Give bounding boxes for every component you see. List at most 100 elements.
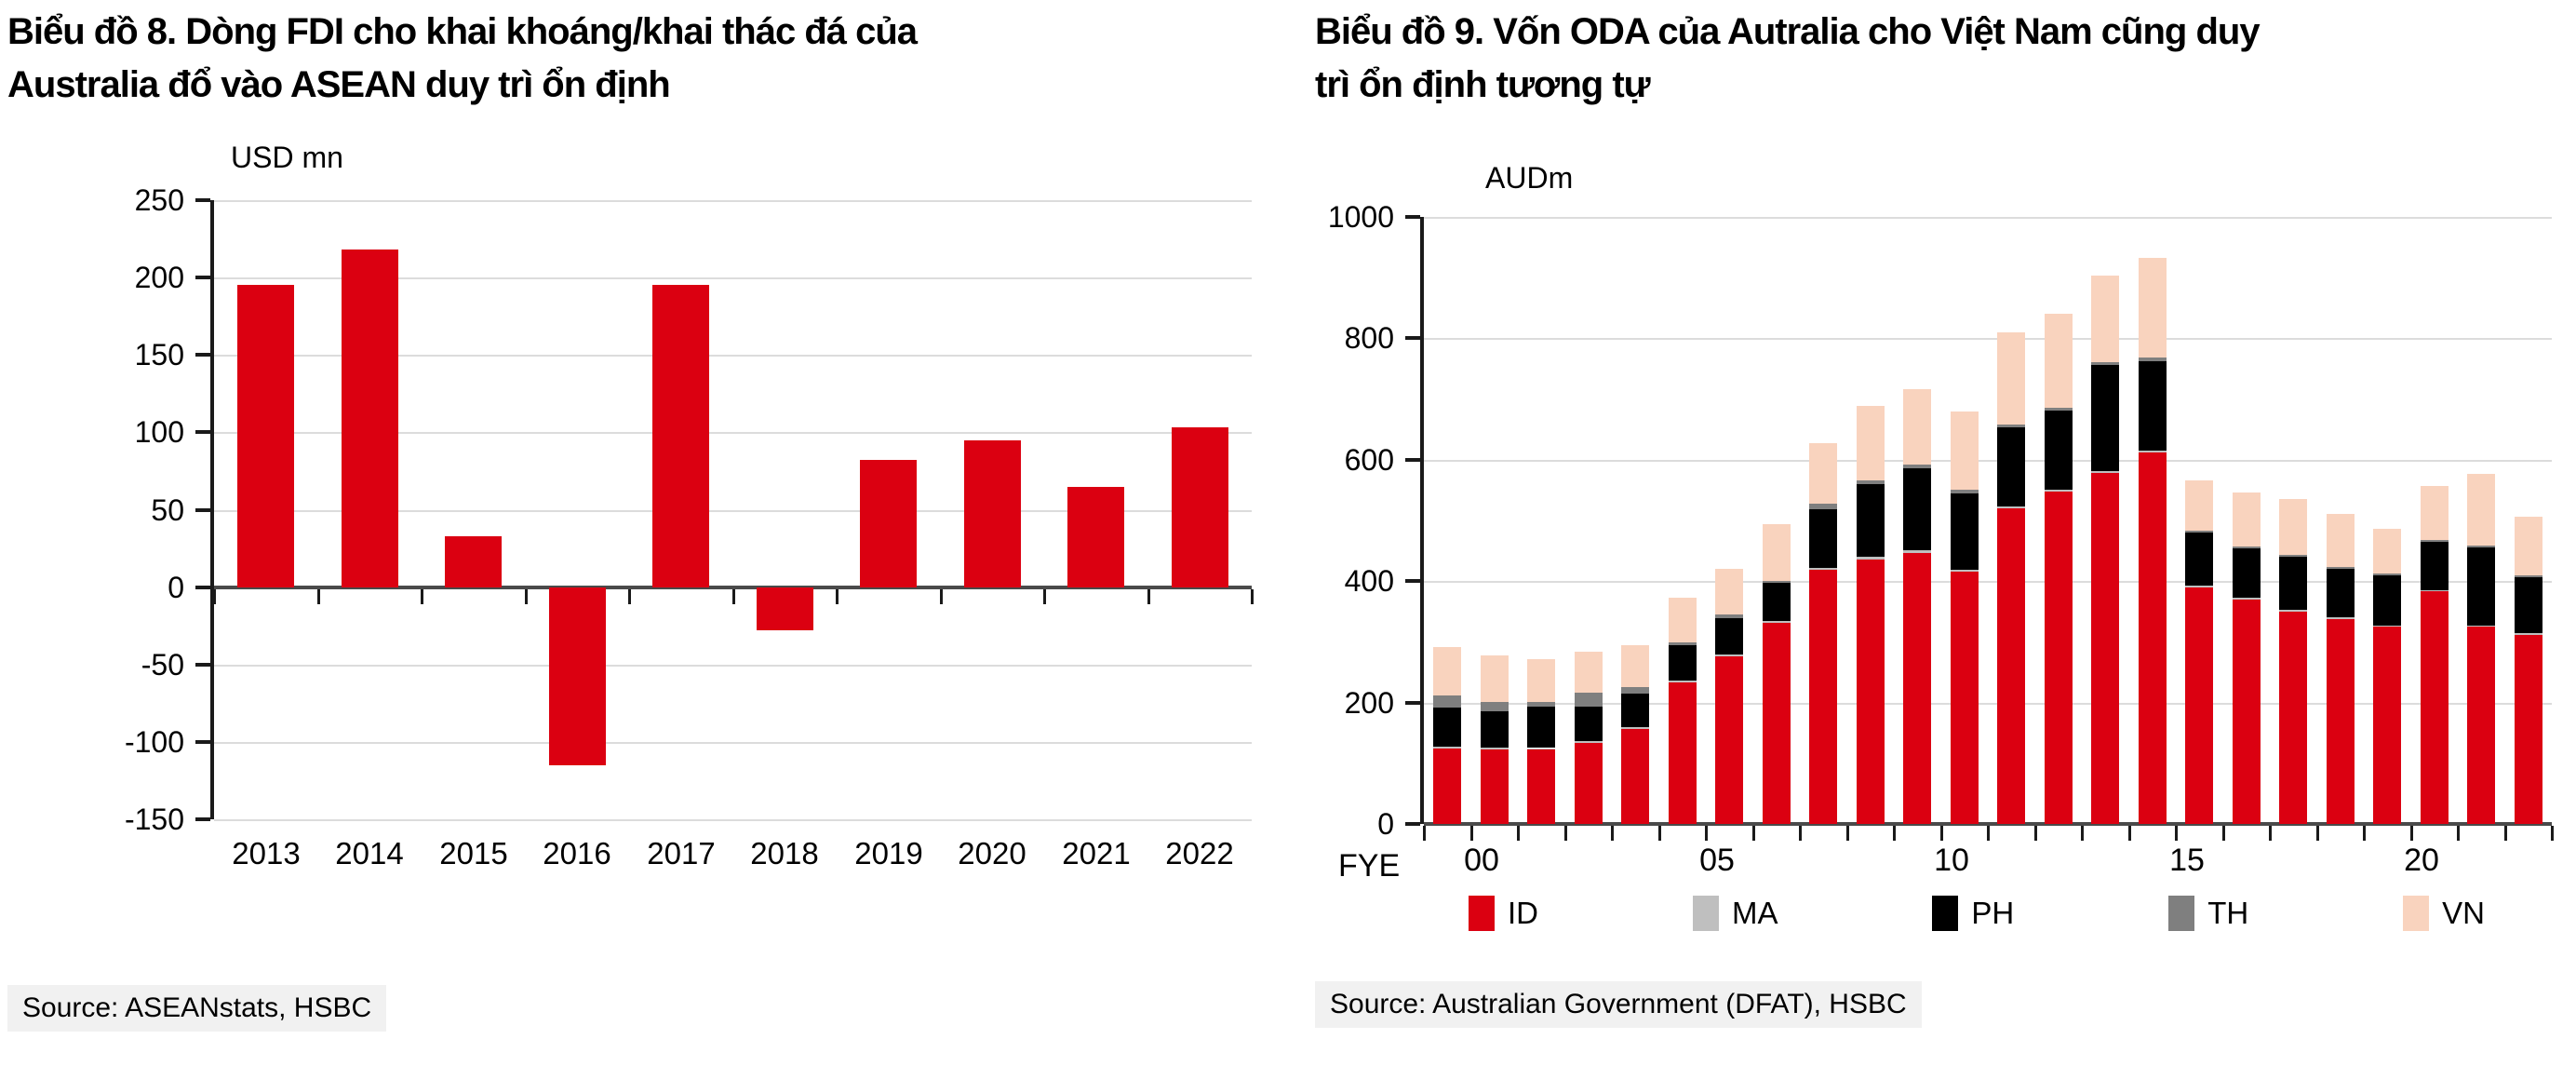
bar-segment-VN-20 xyxy=(2373,529,2401,574)
bar-segment-ID-06 xyxy=(1715,656,1743,824)
x-axis-tick xyxy=(1423,826,1426,841)
bar-segment-ID-07 xyxy=(1763,622,1791,824)
y-axis-label: 200 xyxy=(134,261,184,295)
bar-segment-VN-04 xyxy=(1621,644,1649,688)
bar-segment-VN-09 xyxy=(1857,405,1885,480)
y-axis-label: 200 xyxy=(1344,685,1394,720)
x-axis-label-15: 15 xyxy=(2169,843,2205,878)
x-axis-tick xyxy=(2081,826,2084,841)
y-axis-tick xyxy=(195,276,210,280)
bar-segment-PH-06 xyxy=(1715,617,1743,655)
bar-segment-TH-14 xyxy=(2091,361,2119,366)
y-axis-tick xyxy=(195,817,210,821)
x-axis-tick xyxy=(1658,826,1661,841)
y-axis-line xyxy=(1420,217,1424,824)
bar-segment-VN-06 xyxy=(1715,569,1743,615)
x-axis-tick xyxy=(525,588,528,604)
y-axis-tick xyxy=(195,585,210,589)
x-axis-label-2020: 2020 xyxy=(958,836,1026,870)
x-axis-tick xyxy=(421,588,423,604)
bar-segment-MA-22 xyxy=(2467,625,2495,627)
x-axis-tick xyxy=(1705,826,1708,841)
legend-swatch-PH xyxy=(1932,896,1959,931)
x-axis-tick xyxy=(1470,826,1473,841)
x-axis-tick xyxy=(2316,826,2319,841)
bar-segment-ID-04 xyxy=(1621,728,1649,824)
y-axis-label: 100 xyxy=(134,415,184,450)
bar-segment-VN-00 xyxy=(1433,647,1461,695)
bar-segment-PH-11 xyxy=(1951,493,1979,570)
bar-segment-VN-16 xyxy=(2185,479,2213,532)
bar-segment-PH-01 xyxy=(1481,710,1509,748)
bar-segment-MA-23 xyxy=(2515,633,2542,635)
bar-segment-TH-19 xyxy=(2327,567,2355,570)
x-axis-tick xyxy=(1517,826,1520,841)
gridline xyxy=(1424,459,2552,462)
bar-segment-PH-05 xyxy=(1669,645,1697,681)
bar-segment-PH-17 xyxy=(2233,547,2261,599)
bar-segment-VN-18 xyxy=(2279,499,2307,556)
y-axis-label: 800 xyxy=(1344,321,1394,356)
y-axis-label: 50 xyxy=(151,493,184,527)
oda-chart-title-line1: Biểu đồ 9. Vốn ODA của Autralia cho Việt… xyxy=(1315,11,2261,52)
x-axis-label-10: 10 xyxy=(1934,843,1969,878)
x-axis-tick xyxy=(213,588,216,604)
legend-label-MA: MA xyxy=(1731,896,1778,930)
y-axis-tick xyxy=(195,739,210,744)
legend-label-VN: VN xyxy=(2442,896,2485,930)
legend-swatch-MA xyxy=(1692,896,1719,931)
bar-segment-PH-21 xyxy=(2421,541,2449,590)
bar-segment-MA-17 xyxy=(2233,598,2261,600)
y-axis-tick xyxy=(195,198,210,202)
x-axis-line xyxy=(1424,822,2552,826)
x-axis-tick xyxy=(836,588,839,604)
x-axis-tick xyxy=(1564,826,1567,841)
x-axis-label-2017: 2017 xyxy=(647,836,716,870)
bar-segment-ID-03 xyxy=(1575,743,1603,824)
bar-segment-ID-09 xyxy=(1857,559,1885,824)
bar-segment-PH-22 xyxy=(2467,547,2495,626)
bar-segment-ID-15 xyxy=(2139,452,2167,824)
bar-2019 xyxy=(860,460,917,587)
bar-segment-PH-07 xyxy=(1763,583,1791,621)
x-axis-line xyxy=(214,585,1252,589)
bar-segment-MA-21 xyxy=(2421,589,2449,592)
bar-segment-ID-00 xyxy=(1433,749,1461,824)
gridline xyxy=(214,664,1252,667)
bar-segment-TH-07 xyxy=(1763,580,1791,584)
gridline xyxy=(214,355,1252,358)
x-axis-tick xyxy=(1893,826,1896,841)
x-axis-tick xyxy=(732,588,735,604)
legend-swatch-VN xyxy=(2403,896,2430,931)
gridline xyxy=(214,509,1252,512)
bar-2013 xyxy=(237,285,294,587)
bar-2015 xyxy=(445,535,502,587)
bar-segment-TH-21 xyxy=(2421,539,2449,542)
bar-segment-TH-11 xyxy=(1951,490,1979,494)
y-axis-label: 400 xyxy=(1344,564,1394,599)
x-axis-label-2016: 2016 xyxy=(543,836,611,870)
x-axis-tick xyxy=(940,588,943,604)
bar-segment-TH-12 xyxy=(1997,424,2025,428)
gridline xyxy=(1424,338,2552,341)
bar-segment-TH-05 xyxy=(1669,642,1697,646)
bar-segment-MA-11 xyxy=(1951,569,1979,573)
x-axis-label-2021: 2021 xyxy=(1062,836,1131,870)
gridline xyxy=(1424,581,2552,584)
bar-segment-MA-04 xyxy=(1621,726,1649,729)
bar-segment-PH-00 xyxy=(1433,707,1461,747)
bar-segment-ID-14 xyxy=(2091,473,2119,824)
legend-item-PH: PH xyxy=(1932,896,2014,931)
bar-2020 xyxy=(964,439,1021,587)
bar-segment-PH-14 xyxy=(2091,365,2119,472)
bar-segment-MA-03 xyxy=(1575,741,1603,744)
bar-segment-VN-21 xyxy=(2421,486,2449,540)
y-axis-tick xyxy=(195,430,210,435)
y-axis-label: 0 xyxy=(168,570,184,604)
bar-segment-MA-14 xyxy=(2091,471,2119,474)
oda-chart-title-line2: trì ổn định tương tự xyxy=(1315,64,1651,105)
oda-plot-area: AUDm FYE 0 200 400 600 800 1000 00 05 10 15 20 xyxy=(1328,161,2554,884)
bar-segment-ID-22 xyxy=(2467,627,2495,824)
x-axis-tick xyxy=(1846,826,1849,841)
